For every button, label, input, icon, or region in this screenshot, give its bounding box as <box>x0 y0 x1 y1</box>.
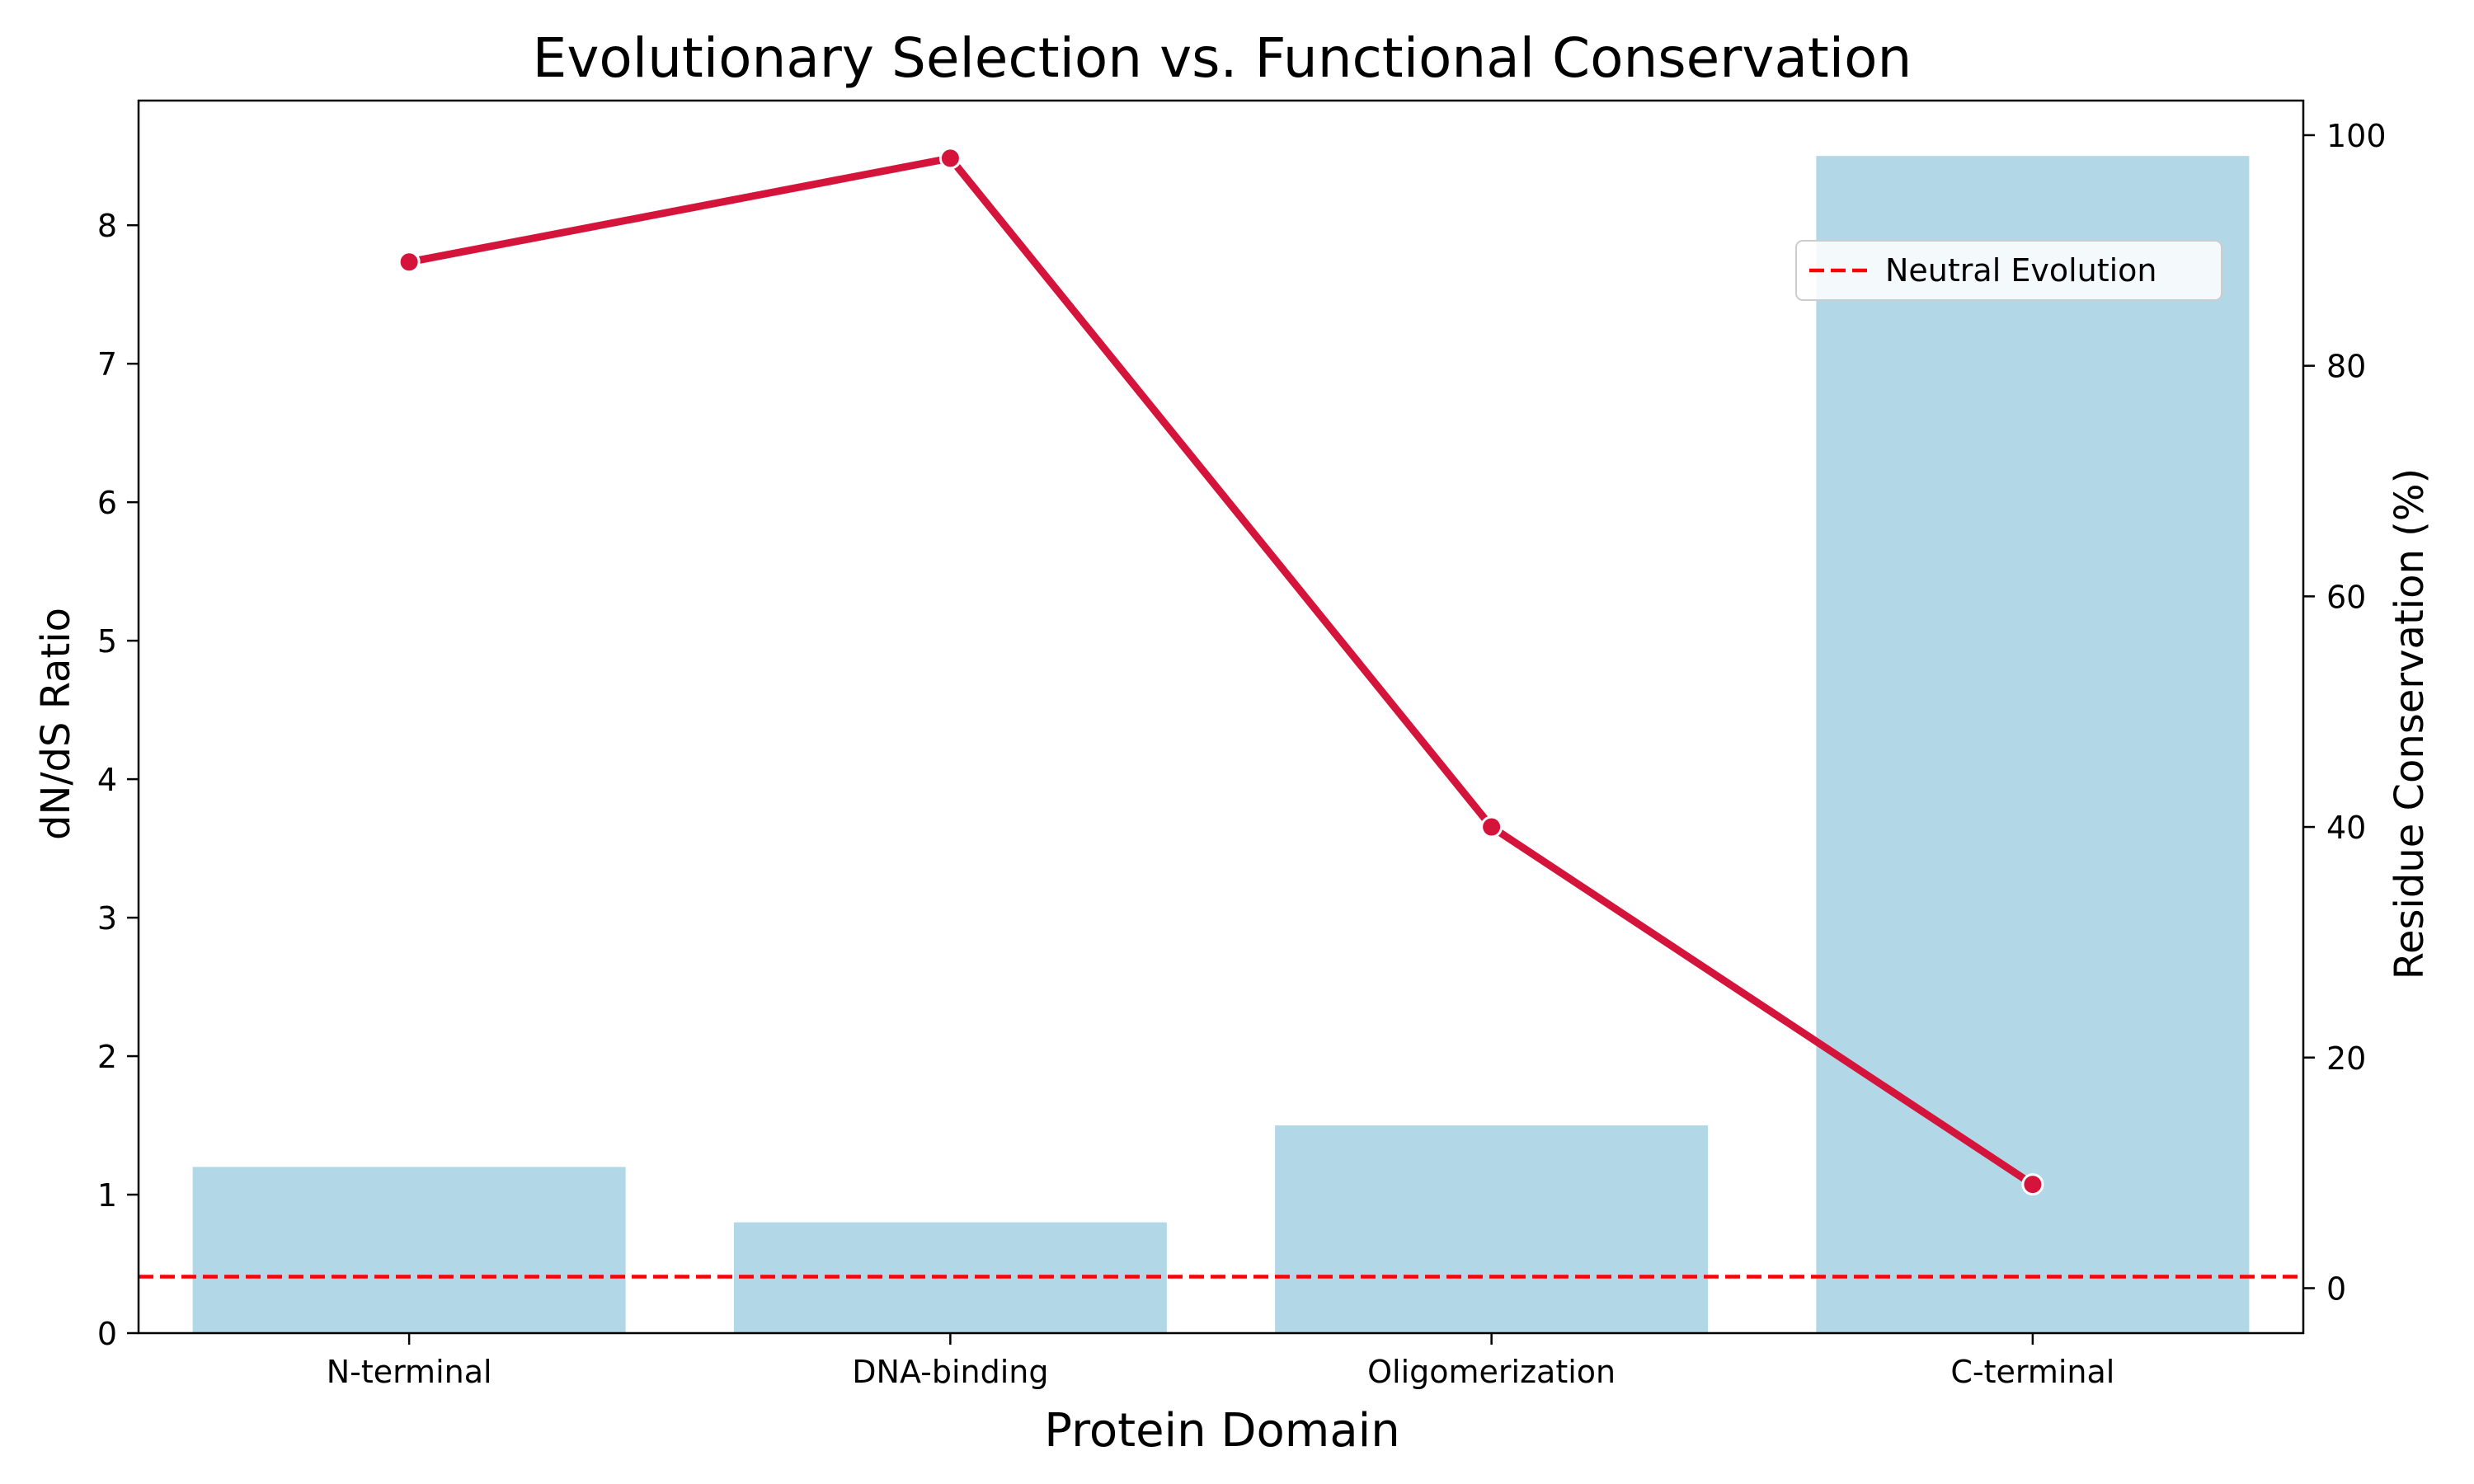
x-axis-label: Protein Domain <box>1044 1404 1399 1458</box>
conservation-point-c-terminal <box>2021 1173 2044 1196</box>
y2-axis-label: Residue Conservation (%) <box>2387 468 2433 979</box>
x-tick-label: C-terminal <box>1950 1354 2114 1390</box>
conservation-line <box>405 154 2037 1189</box>
bar-n-terminal <box>192 1167 626 1333</box>
y-tick-label: 5 <box>97 623 117 660</box>
y-tick-label: 3 <box>97 900 117 937</box>
y-tick-label: 6 <box>97 485 117 521</box>
x-tick-label: N-terminal <box>327 1354 492 1390</box>
y-tick-label: 2 <box>97 1039 117 1075</box>
legend-label: Neutral Evolution <box>1885 252 2157 289</box>
x-tick-label: Oligomerization <box>1367 1354 1616 1390</box>
y-tick-label: 0 <box>97 1316 117 1352</box>
legend-box <box>1795 240 2222 301</box>
y-tick-label: 1 <box>97 1177 117 1214</box>
conservation-point-dna-binding <box>938 147 962 170</box>
bar-oligomerization <box>1275 1125 1709 1333</box>
y2-tick-label: 80 <box>2326 349 2366 385</box>
bar-dna-binding <box>733 1222 1167 1333</box>
plot-frame <box>137 99 2305 1335</box>
conservation-point-oligomerization <box>1480 815 1503 838</box>
x-tick-label: DNA-binding <box>852 1354 1048 1390</box>
y-axis-label: dN/dS Ratio <box>33 608 79 840</box>
y-tick-label: 7 <box>97 346 117 383</box>
y-tick-label: 8 <box>97 208 117 244</box>
y-tick-label: 4 <box>97 762 117 798</box>
y2-tick-label: 40 <box>2326 810 2366 846</box>
y2-tick-label: 20 <box>2326 1040 2366 1077</box>
bar-c-terminal <box>1816 156 2250 1333</box>
y2-tick-label: 100 <box>2326 118 2387 154</box>
y2-tick-label: 0 <box>2326 1270 2346 1307</box>
conservation-point-n-terminal <box>397 251 421 274</box>
chart-title: Evolutionary Selection vs. Functional Co… <box>533 26 1912 90</box>
y2-tick-label: 60 <box>2326 579 2366 615</box>
